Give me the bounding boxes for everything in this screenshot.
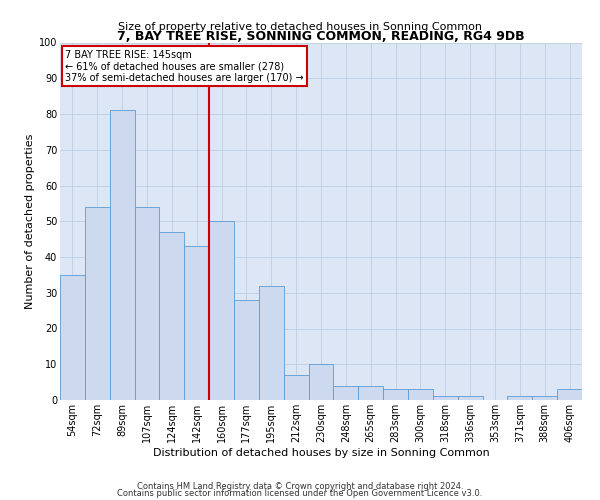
- Bar: [557, 390, 582, 400]
- Title: 7, BAY TREE RISE, SONNING COMMON, READING, RG4 9DB: 7, BAY TREE RISE, SONNING COMMON, READIN…: [117, 30, 525, 43]
- Bar: [160, 232, 184, 400]
- Bar: [259, 286, 284, 400]
- X-axis label: Distribution of detached houses by size in Sonning Common: Distribution of detached houses by size …: [152, 448, 490, 458]
- Bar: [134, 207, 160, 400]
- Bar: [358, 386, 383, 400]
- Bar: [284, 375, 308, 400]
- Bar: [383, 390, 408, 400]
- Bar: [408, 390, 433, 400]
- Bar: [110, 110, 134, 400]
- Text: Size of property relative to detached houses in Sonning Common: Size of property relative to detached ho…: [118, 22, 482, 32]
- Y-axis label: Number of detached properties: Number of detached properties: [25, 134, 35, 309]
- Bar: [508, 396, 532, 400]
- Bar: [532, 396, 557, 400]
- Text: Contains public sector information licensed under the Open Government Licence v3: Contains public sector information licen…: [118, 489, 482, 498]
- Bar: [334, 386, 358, 400]
- Bar: [308, 364, 334, 400]
- Text: Contains HM Land Registry data © Crown copyright and database right 2024.: Contains HM Land Registry data © Crown c…: [137, 482, 463, 491]
- Bar: [209, 221, 234, 400]
- Bar: [184, 246, 209, 400]
- Text: 7 BAY TREE RISE: 145sqm
← 61% of detached houses are smaller (278)
37% of semi-d: 7 BAY TREE RISE: 145sqm ← 61% of detache…: [65, 50, 304, 83]
- Bar: [234, 300, 259, 400]
- Bar: [85, 207, 110, 400]
- Bar: [458, 396, 482, 400]
- Bar: [433, 396, 458, 400]
- Bar: [60, 275, 85, 400]
